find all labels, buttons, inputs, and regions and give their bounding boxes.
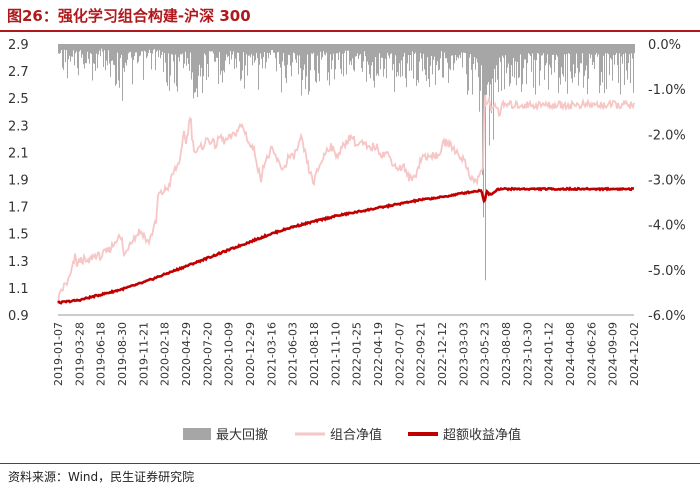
left-axis-tick: 1.7 <box>8 201 29 216</box>
source-divider <box>0 463 700 464</box>
left-axis-tick: 1.9 <box>8 174 29 189</box>
x-axis-tick: 2020-04-29 <box>180 322 193 386</box>
left-axis-tick: 2.1 <box>8 146 29 161</box>
x-axis-tick: 2022-01-25 <box>351 322 364 386</box>
right-axis-tick: -6.0% <box>648 309 686 324</box>
portfolio-line <box>57 94 635 304</box>
x-axis-tick: 2024-06-26 <box>585 322 598 386</box>
x-axis-tick: 2019-06-18 <box>95 322 108 386</box>
source-note: 资料来源：Wind，民生证券研究院 <box>8 470 195 484</box>
left-axis-tick: 1.3 <box>8 255 29 270</box>
x-axis-tick: 2024-12-02 <box>628 322 641 386</box>
x-axis-tick: 2023-10-30 <box>521 322 534 386</box>
x-axis-tick: 2022-09-21 <box>415 322 428 386</box>
x-axis-tick: 2019-08-30 <box>116 322 129 386</box>
left-axis-tick: 1.1 <box>8 282 29 297</box>
x-axis-tick: 2021-11-10 <box>329 322 342 386</box>
x-axis-tick: 2024-09-09 <box>607 322 620 386</box>
right-axis-tick: -5.0% <box>648 264 686 279</box>
x-axis-tick: 2023-08-08 <box>500 322 513 386</box>
x-axis-tick: 2019-11-21 <box>137 322 150 386</box>
x-axis-tick: 2019-01-07 <box>52 322 65 386</box>
chart: 2.9 2.7 2.5 2.3 2.1 1.9 1.7 1.5 1.3 1.1 0.9 0.0% -1.… <box>8 38 686 443</box>
left-axis-tick: 0.9 <box>8 309 29 324</box>
right-axis-tick: 0.0% <box>648 38 681 53</box>
left-axis-tick: 2.7 <box>8 65 29 80</box>
x-axis-tick: 2022-04-19 <box>372 322 385 386</box>
left-axis-tick: 2.3 <box>8 119 29 134</box>
legend-label-portfolio: 组合净值 <box>330 427 382 443</box>
right-axis-tick: -3.0% <box>648 174 686 189</box>
x-axis-tick: 2021-03-16 <box>265 322 278 386</box>
left-axis-tick: 1.5 <box>8 228 29 243</box>
x-axis-tick: 2020-10-09 <box>223 322 236 386</box>
right-axis-tick: -2.0% <box>648 128 686 143</box>
title-divider <box>0 30 700 32</box>
x-axis-tick: 2022-07-07 <box>393 322 406 386</box>
x-axis-tick: 2022-12-12 <box>436 322 449 386</box>
legend-label-excess: 超额收益净值 <box>443 427 521 443</box>
x-axis-tick: 2023-05-23 <box>479 322 492 386</box>
x-axis-tick: 2019-03-28 <box>73 322 86 386</box>
x-axis-tick: 2024-01-12 <box>543 322 556 386</box>
figure-title: 图26：强化学习组合构建-沪深 300 <box>7 7 251 25</box>
left-axis-tick: 2.5 <box>8 92 29 107</box>
legend-label-drawdown: 最大回撤 <box>216 427 268 443</box>
legend-swatch-drawdown <box>183 428 211 440</box>
x-axis-tick: 2023-03-03 <box>457 322 470 386</box>
left-axis-tick: 2.9 <box>8 38 29 53</box>
right-axis-tick: -4.0% <box>648 219 686 234</box>
right-axis-tick: -1.0% <box>648 83 686 98</box>
x-axis-tick: 2020-07-20 <box>201 322 214 386</box>
x-axis-tick: 2021-06-03 <box>287 322 300 386</box>
x-axis-tick: 2020-12-29 <box>244 322 257 386</box>
x-axis-tick: 2024-04-08 <box>564 322 577 386</box>
excess-line <box>57 186 635 305</box>
x-axis-tick: 2020-02-18 <box>159 322 172 386</box>
x-axis-tick: 2021-08-18 <box>308 322 321 386</box>
